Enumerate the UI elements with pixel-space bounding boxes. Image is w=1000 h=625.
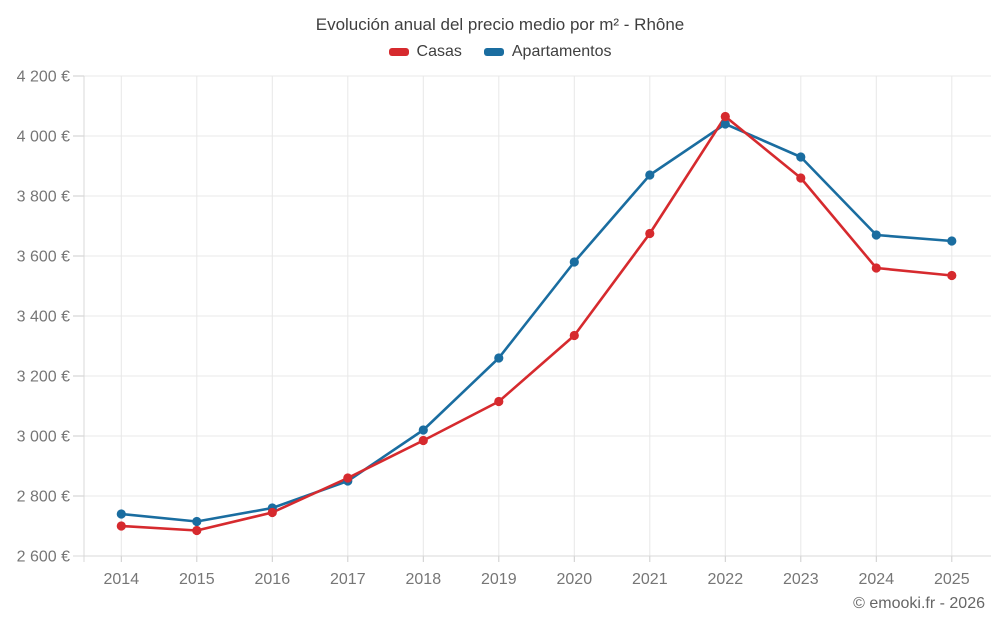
- y-axis-label: 3 200 €: [17, 369, 70, 386]
- x-axis-label: 2017: [330, 571, 366, 588]
- data-point-casas-2017[interactable]: [343, 473, 353, 483]
- chart-title: Evolución anual del precio medio por m² …: [315, 15, 685, 34]
- y-axis-label: 2 600 €: [17, 549, 70, 566]
- series-line-casas: [120, 115, 954, 532]
- data-point-casas-2018[interactable]: [418, 435, 428, 446]
- x-axis-label: 2023: [783, 571, 819, 588]
- y-axis-label: 3 600 €: [17, 249, 70, 266]
- legend-swatch-apartamentos: [483, 48, 504, 56]
- data-point-casas-2021[interactable]: [645, 228, 655, 239]
- y-axis-label: 3 800 €: [17, 189, 70, 206]
- data-point-apartamentos-2015[interactable]: [192, 516, 202, 527]
- x-axis-label: 2016: [255, 571, 291, 588]
- data-point-apartamentos-2023[interactable]: [796, 152, 806, 162]
- legend-item-casas[interactable]: Casas: [388, 43, 462, 61]
- data-point-apartamentos-2018[interactable]: [418, 425, 428, 435]
- series-line-apartamentos: [120, 122, 954, 523]
- legend-item-apartamentos[interactable]: Apartamentos: [483, 43, 612, 61]
- x-axis-label: 2021: [632, 571, 668, 588]
- data-point-casas-2024[interactable]: [871, 263, 881, 273]
- data-point-casas-2022[interactable]: [720, 111, 730, 122]
- x-axis-label: 2018: [406, 571, 442, 588]
- y-axis-label: 4 200 €: [17, 69, 70, 86]
- x-axis-label: 2014: [104, 571, 140, 588]
- data-point-casas-2015[interactable]: [192, 525, 202, 536]
- data-point-casas-2025[interactable]: [947, 270, 957, 281]
- data-point-casas-2023[interactable]: [796, 173, 806, 183]
- legend-label: Apartamentos: [511, 43, 612, 60]
- copyright-watermark: © emooki.fr - 2026: [853, 595, 985, 612]
- legend-label: Casas: [416, 43, 462, 60]
- chart-legend: Casas Apartamentos: [0, 43, 1000, 61]
- data-point-apartamentos-2022[interactable]: [720, 119, 730, 129]
- x-axis-label: 2025: [934, 571, 970, 588]
- data-point-apartamentos-2020[interactable]: [569, 257, 579, 267]
- data-point-apartamentos-2014[interactable]: [116, 509, 126, 519]
- data-point-apartamentos-2025[interactable]: [947, 236, 957, 246]
- y-axis-label: 3 000 €: [17, 429, 70, 446]
- data-point-casas-2019[interactable]: [494, 396, 504, 407]
- data-point-apartamentos-2024[interactable]: [871, 230, 881, 240]
- y-axis-label: 3 400 €: [17, 309, 70, 326]
- data-point-casas-2014[interactable]: [116, 521, 126, 531]
- x-axis-label: 2022: [708, 571, 744, 588]
- x-axis-label: 2015: [179, 571, 215, 588]
- y-axis-label: 2 800 €: [17, 489, 70, 506]
- data-point-casas-2016[interactable]: [267, 507, 277, 518]
- x-axis-label: 2020: [557, 571, 593, 588]
- y-axis-label: 4 000 €: [17, 129, 70, 146]
- x-axis-label: 2019: [481, 571, 517, 588]
- data-point-apartamentos-2019[interactable]: [494, 353, 504, 363]
- data-point-apartamentos-2021[interactable]: [645, 170, 655, 180]
- x-axis-label: 2024: [859, 571, 895, 588]
- data-point-casas-2020[interactable]: [569, 330, 579, 341]
- legend-swatch-casas: [388, 48, 409, 56]
